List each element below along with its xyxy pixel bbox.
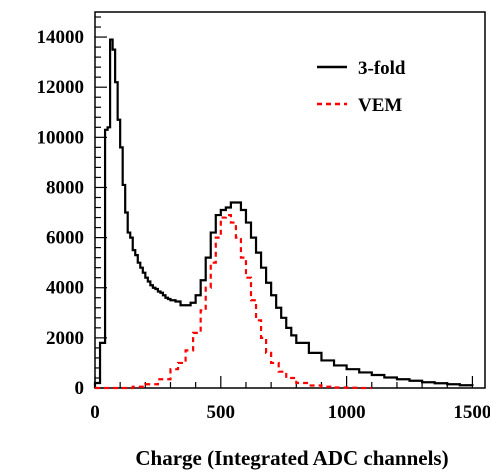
y-tick-label: 0 <box>75 378 85 399</box>
y-tick-label: 4000 <box>46 278 84 299</box>
x-tick-label: 0 <box>90 402 100 423</box>
y-tick-label: 10000 <box>37 127 85 148</box>
y-tick-label: 8000 <box>46 177 84 198</box>
legend-label-vem: VEM <box>358 95 402 116</box>
x-tick-label: 1000 <box>328 402 366 423</box>
x-tick-label: 500 <box>207 402 236 423</box>
series-group <box>93 38 474 390</box>
x-axis-title: Charge (Integrated ADC channels) <box>135 446 448 470</box>
y-tick-label: 12000 <box>37 77 85 98</box>
legend-label-3fold: 3-fold <box>358 58 406 79</box>
series-line-vem <box>95 213 372 390</box>
tick-labels: 0 2000 4000 6000 8000 10000 12000 14000 0 500 1000… <box>37 27 490 423</box>
y-tick-label: 2000 <box>46 328 84 349</box>
x-tick-label: 1500 <box>453 402 490 423</box>
legend: 3-fold VEM <box>317 58 406 116</box>
y-tick-label: 14000 <box>37 27 85 48</box>
series-line-3fold <box>93 38 474 388</box>
tick-marks <box>94 16 474 389</box>
plot-frame <box>94 11 486 389</box>
y-tick-label: 6000 <box>46 228 84 249</box>
